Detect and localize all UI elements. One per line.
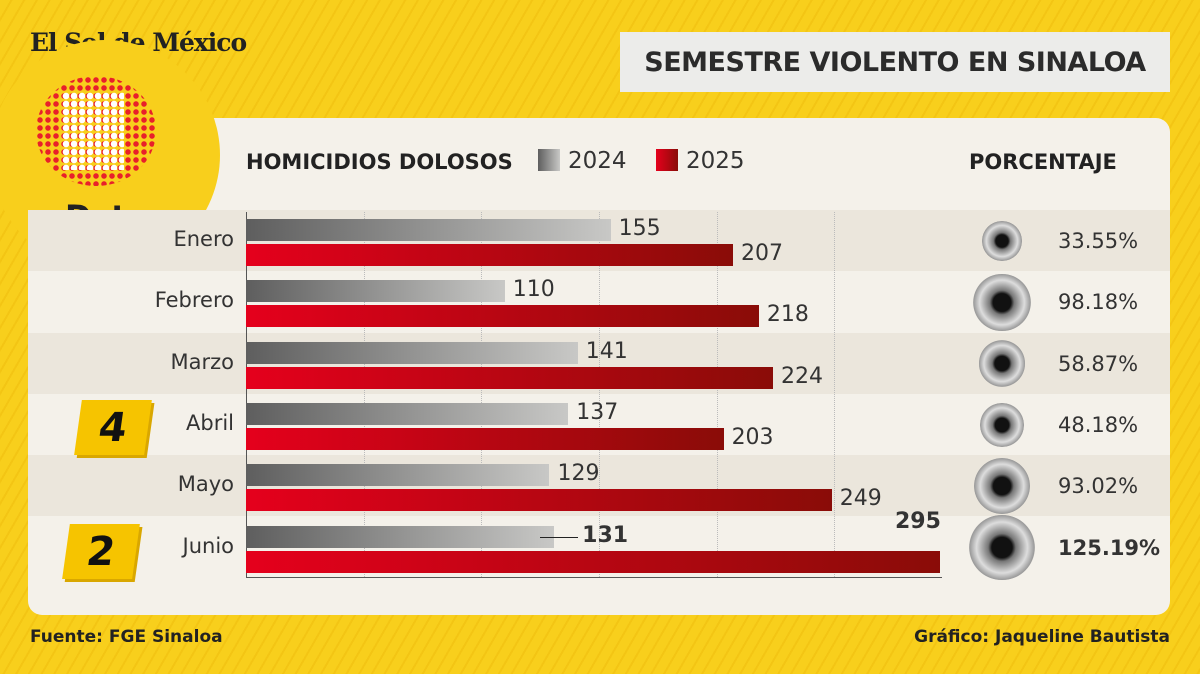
bar-2025 (246, 366, 773, 389)
page-title: SEMESTRE VIOLENTO EN SINALOA (620, 32, 1170, 92)
value-label-2025: 224 (780, 363, 823, 389)
bar-2024 (246, 402, 569, 425)
bar-2025 (246, 427, 724, 450)
bullet-hole-icon (980, 403, 1024, 447)
category-label: Marzo (170, 349, 235, 374)
bar-2024 (246, 341, 578, 364)
value-label-2024: 110 (512, 277, 555, 303)
percent-label: 48.18% (1058, 412, 1139, 437)
gridline (481, 212, 483, 577)
percent-label: 58.87% (1058, 351, 1139, 376)
bar-2024 (246, 525, 555, 548)
bar-2024 (246, 280, 505, 303)
category-label: Abril (186, 410, 234, 435)
bar-2025 (246, 550, 940, 573)
value-label-2025: 203 (731, 424, 774, 450)
value-label-2024: 141 (585, 338, 628, 364)
bar-2024 (246, 219, 611, 241)
category-label: Enero (173, 227, 234, 251)
bar-2024 (246, 464, 550, 487)
category-label: Febrero (154, 288, 234, 313)
value-label-2024: 155 (618, 216, 661, 241)
bullet-hole-icon (973, 273, 1031, 332)
bullet-hole-icon (982, 221, 1022, 261)
bar-2025 (246, 489, 832, 512)
category-label: Junio (182, 533, 235, 558)
bar-2025 (246, 244, 733, 266)
leader-line (540, 536, 579, 538)
value-label-2025: 218 (766, 302, 809, 328)
percent-header: PORCENTAJE (969, 150, 1117, 174)
value-label-2024: 131 (582, 522, 629, 548)
value-label-2025: 295 (895, 508, 941, 534)
percent-label: 33.55% (1058, 229, 1139, 253)
bar-2025 (246, 305, 759, 328)
legend-2025: 2025 (656, 148, 745, 174)
value-label-2024: 129 (557, 461, 600, 487)
data-logo-icon-inner (62, 92, 124, 170)
gridline (716, 212, 718, 577)
y-axis (246, 212, 247, 577)
gridline (834, 212, 836, 577)
value-label-2025: 249 (839, 486, 882, 512)
credit: Gráfico: Jaqueline Bautista (914, 627, 1170, 647)
evidence-marker-4: 4 (74, 400, 152, 455)
bullet-hole-icon (969, 514, 1035, 581)
evidence-marker-2: 2 (62, 524, 140, 579)
bullet-hole-icon (978, 340, 1026, 387)
percent-label: 93.02% (1058, 474, 1139, 499)
legend-label: 2025 (686, 148, 745, 174)
percent-label: 125.19% (1058, 535, 1161, 560)
value-label-2024: 137 (576, 399, 619, 425)
gridline (363, 212, 365, 577)
legend-2024: 2024 (538, 148, 627, 174)
bullet-hole-icon (973, 458, 1030, 515)
x-axis (246, 577, 942, 578)
legend-swatch-2024 (538, 149, 560, 171)
legend-swatch-2025 (656, 149, 678, 171)
legend-label: 2024 (568, 148, 627, 174)
source: Fuente: FGE Sinaloa (30, 627, 223, 647)
value-label-2025: 207 (740, 241, 783, 266)
percent-label: 98.18% (1058, 290, 1139, 315)
category-label: Mayo (177, 472, 234, 497)
chart-title: HOMICIDIOS DOLOSOS (246, 150, 513, 174)
gridline (598, 212, 600, 577)
